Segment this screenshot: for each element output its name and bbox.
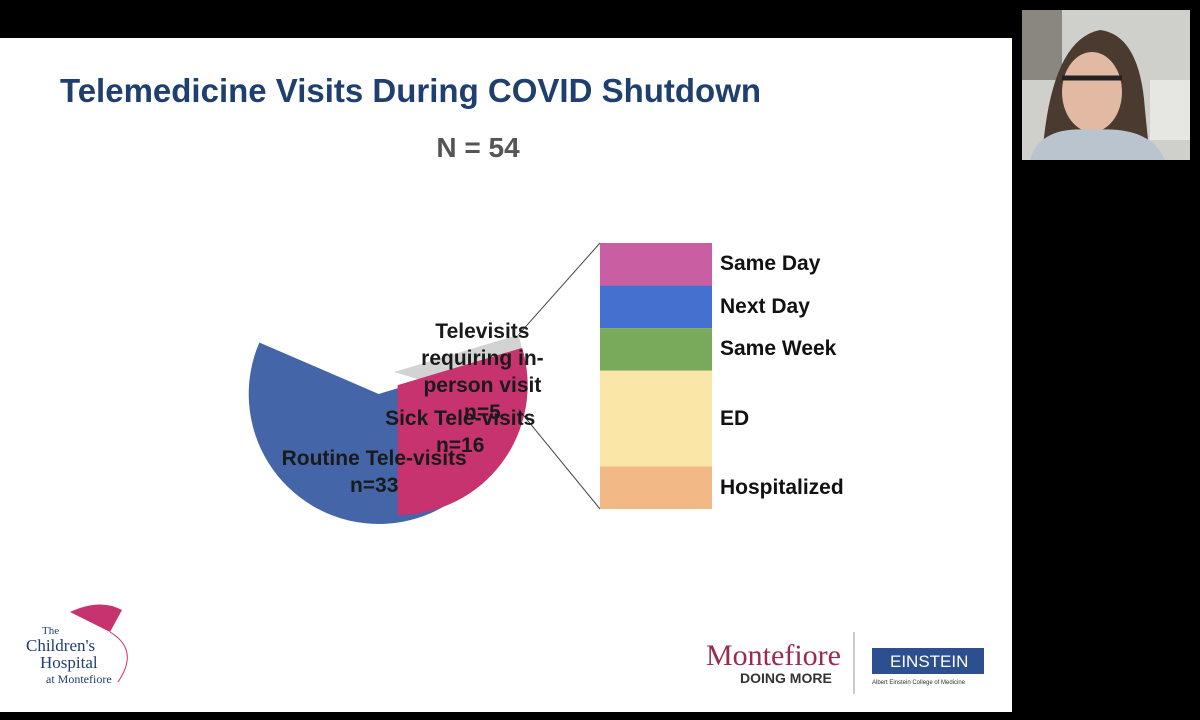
bar-segment [600, 466, 712, 509]
slice-label: Routine Tele-visits n=33 [279, 445, 469, 499]
montefiore-tagline: DOING MORE [740, 670, 832, 686]
slice-name: Sick Tele-visits [385, 406, 536, 430]
segment-label: Same Week [720, 337, 837, 361]
childrens-logo: The Children's Hospital at Montefiore [26, 604, 128, 686]
logo-text: Children's [26, 636, 95, 655]
slice-label: Televisits requiring in-person visit n=5 [412, 318, 552, 426]
segment-label: Same Day [720, 252, 821, 276]
webcam-shirt [1030, 129, 1165, 160]
logo-kite [70, 604, 122, 632]
webcam-face [1062, 52, 1122, 132]
segment-label: ED [720, 406, 750, 430]
connector [518, 408, 601, 510]
einstein-logo: EINSTEIN [890, 652, 968, 671]
bar-segment [600, 328, 712, 371]
segment-label: Hospitalized [720, 475, 844, 499]
logo-text: The [42, 625, 59, 637]
logo-text: Hospital [40, 653, 98, 672]
slide-subtitle: N = 54 [436, 132, 520, 163]
slide-title: Telemedicine Visits During COVID Shutdow… [60, 72, 762, 109]
montefiore-logo: Montefiore [706, 639, 841, 672]
slice-name: Televisits requiring in-person visit [421, 320, 544, 397]
logo-string [109, 631, 128, 683]
slice-value: n=5 [464, 401, 501, 424]
segment-label: Next Day [720, 294, 810, 318]
bar-segment [600, 370, 712, 467]
slice-value: n=16 [435, 433, 485, 457]
bar-segment [600, 285, 712, 329]
webcam [1022, 10, 1190, 160]
slice-label: Sick Tele-visits n=16 [365, 405, 555, 459]
webcam-wall [1150, 80, 1190, 140]
connector [518, 242, 601, 336]
slice-name: Routine Tele-visits [281, 446, 467, 470]
webcam-shelf [1022, 10, 1062, 80]
einstein-sub: Albert Einstein College of Medicine [872, 680, 966, 686]
bar-segment [600, 243, 712, 286]
einstein-box [872, 648, 984, 674]
logo-text: at Montefiore [46, 672, 112, 686]
pie-slice [397, 347, 528, 516]
slice-value: n=33 [349, 473, 399, 497]
